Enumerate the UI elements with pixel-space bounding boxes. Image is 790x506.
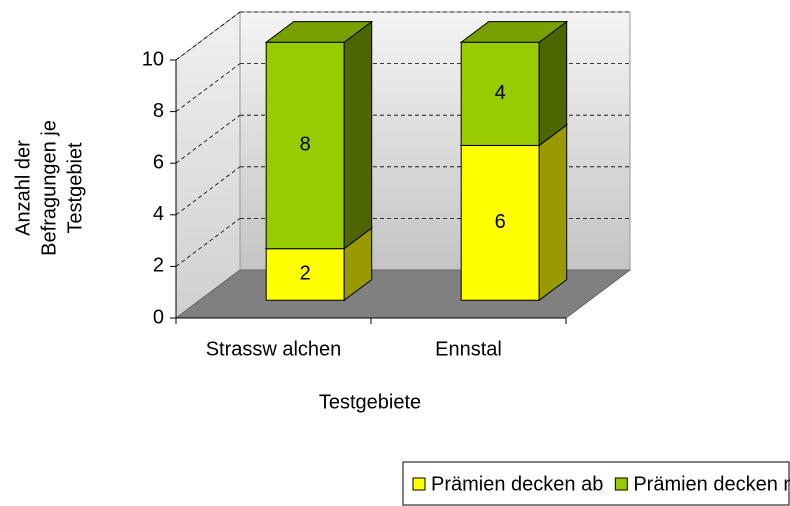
bar-segment [459,20,569,147]
bar-front [460,144,540,301]
legend-label: Prämien decken nicht ab [633,473,790,495]
data-label: 6 [495,211,506,233]
bar-top [264,21,374,43]
y-tick-label: 2 [153,255,164,277]
grid-line [175,166,241,216]
bar-front [460,41,540,146]
bar-front [265,41,345,250]
y-tick-label: 6 [153,151,164,173]
grid-line [175,11,241,61]
x-tick-label: Strassw alchen [206,338,342,360]
grid-line [175,114,241,164]
plot: Strassw alchen 2 8 Ennstal 6 4 [206,20,569,360]
legend-swatch [614,477,628,491]
y-axis-label-line: Befragungen je [38,120,60,256]
y-tick-label: 10 [142,48,164,70]
left-wall [175,11,241,319]
grid-line [175,218,241,267]
data-label: 2 [300,263,311,285]
bar-side [538,20,568,147]
grid-line [175,63,241,112]
y-axis-label-line: Anzahl der [12,140,34,236]
legend-label: Prämien decken ab [431,473,603,495]
legend-swatch [412,477,426,491]
x-axis-label: Testgebiete [319,391,421,413]
y-axis-label-line: Testgebiet [64,142,86,234]
y-axis-label: Anzahl der Befragungen je Testgebiet [12,120,86,256]
y-tick-label: 4 [153,203,164,225]
bar-segment [459,123,569,302]
bar-side [538,123,568,302]
data-label: 4 [495,82,506,104]
bar-top [459,21,569,43]
bar-segment [264,20,374,250]
bar-side [343,20,373,250]
y-tick-label: 8 [153,100,164,122]
y-tick-label: 0 [153,306,164,328]
x-tick-label: Ennstal [435,338,502,360]
legend: Prämien decken ab Prämien decken nicht ab [412,473,790,495]
data-label: 8 [300,134,311,156]
legend-box [402,461,790,506]
bar-front [265,248,345,301]
